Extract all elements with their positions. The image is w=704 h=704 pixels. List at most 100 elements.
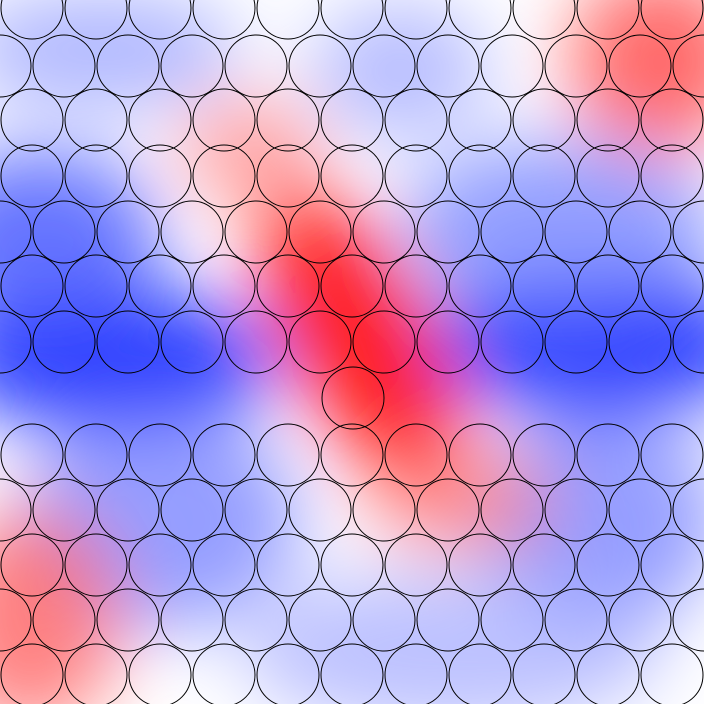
particle-outline [672,34,704,98]
particle-outline [640,533,704,597]
particle-outline [288,588,352,652]
particle-outline [160,310,224,374]
particle-outline [480,310,544,374]
particle-outline [320,533,384,597]
particle-outline [544,200,608,264]
particle-outline [416,310,480,374]
particle-outline [160,200,224,264]
particle-outline [608,588,672,652]
particle-outline [192,533,256,597]
particle-outline [672,200,704,264]
particle-outline [0,533,64,597]
particle-outline [0,588,32,652]
particle-outline [640,88,704,152]
particle-outline [256,254,320,318]
particle-outline [512,643,576,704]
red-region-bottom-left [0,510,120,704]
particle-outline [32,478,96,542]
particle-outline [0,144,64,208]
particle-outline [480,200,544,264]
particle-outline [544,34,608,98]
particle-outline [160,478,224,542]
particle-outline [448,254,512,318]
particle-outline [32,34,96,98]
particle-outline [256,423,320,487]
particle-outline [416,200,480,264]
particle-outline [320,88,384,152]
particle-outline [128,0,192,40]
particle-outline [288,310,352,374]
particle-outline [128,144,192,208]
particle-outline [32,200,96,264]
particle-outline [608,310,672,374]
particle-outline [576,533,640,597]
particle-outline [160,34,224,98]
particle-outline [0,0,64,40]
particle-outline [512,88,576,152]
particle-outline [256,88,320,152]
particle-outline [224,34,288,98]
particle-outline [320,643,384,704]
particle-outline [160,588,224,652]
blue-region-bottom [240,570,660,704]
particle-outline [224,478,288,542]
particle-outline [512,144,576,208]
particle-outline [128,423,192,487]
particle-outline [448,0,512,40]
particle-outline [672,310,704,374]
particle-outline [480,588,544,652]
particle-outline [256,144,320,208]
particle-outline [608,200,672,264]
particle-outline [96,478,160,542]
particle-outline [672,588,704,652]
particle-outline [64,423,128,487]
particle-outline [352,588,416,652]
particle-outline [0,310,32,374]
red-region-center-lower [370,450,550,550]
blue-region-top-left [0,0,240,110]
particle-outline [96,200,160,264]
particle-outline [512,254,576,318]
blue-region-top [310,0,490,140]
particle-outline [192,0,256,40]
particle-outline [96,34,160,98]
particle-outline [320,0,384,40]
particle-outline [128,643,192,704]
particle-outline [64,533,128,597]
particle-outline [224,310,288,374]
particle-outline [448,144,512,208]
particle-outline [448,533,512,597]
particle-outline [576,643,640,704]
particle-outline [96,310,160,374]
particle-outline [192,254,256,318]
particle-outline [256,0,320,40]
particle-outline [0,478,32,542]
particle-outline [416,34,480,98]
red-region-top-right [570,0,704,150]
particle-outline [192,144,256,208]
particle-outline [192,88,256,152]
particle-outline [640,643,704,704]
particle-outline [640,254,704,318]
particle-outline [128,533,192,597]
particle-outline [192,643,256,704]
particle-outline [352,478,416,542]
particle-outline [320,423,384,487]
particle-outline [416,588,480,652]
particle-outline [576,144,640,208]
particle-outline [32,588,96,652]
particle-outline [224,588,288,652]
particle-outline [576,423,640,487]
particle-outline [224,200,288,264]
particle-outline [320,144,384,208]
red-region-upper [180,100,320,200]
particle-outline [448,643,512,704]
blue-region-lower-right [480,410,704,630]
particle-outline [64,88,128,152]
particle-outline [384,533,448,597]
particle-outline [320,254,384,318]
particle-outline [512,533,576,597]
particle-outline [128,254,192,318]
